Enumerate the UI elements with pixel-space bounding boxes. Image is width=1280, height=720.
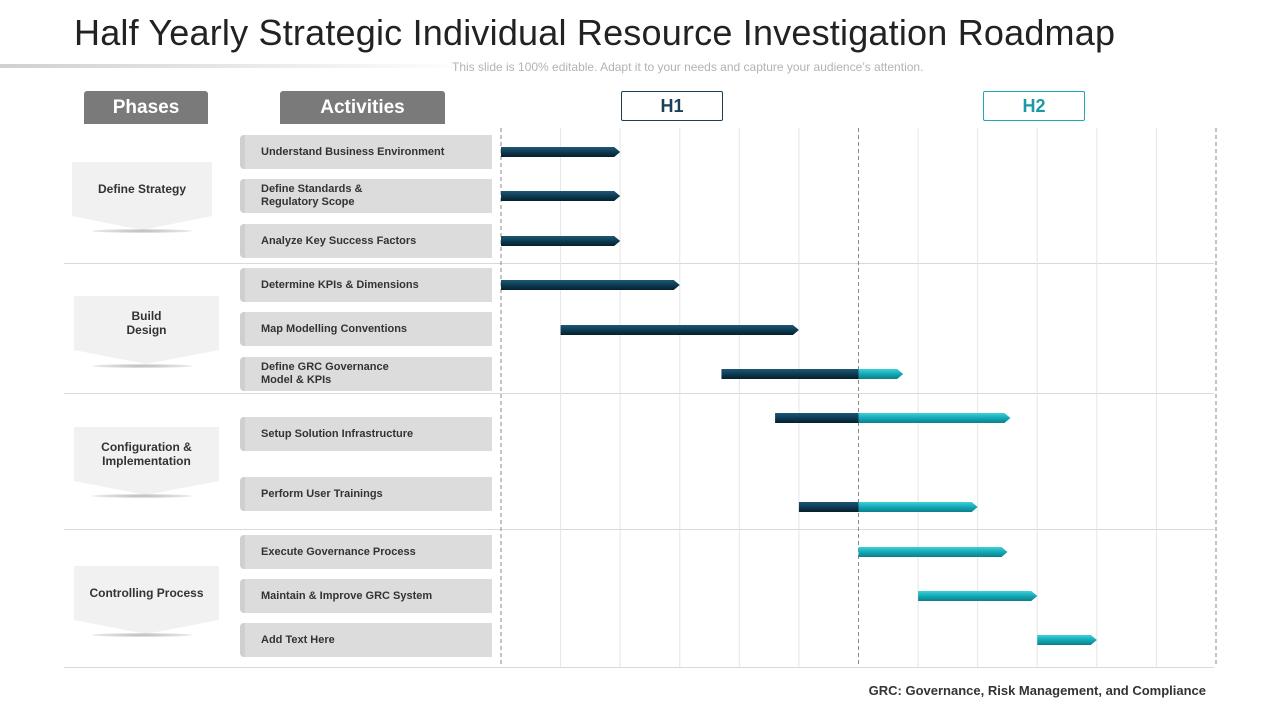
footnote: GRC: Governance, Risk Management, and Co… [868, 683, 1206, 698]
h1-header: H1 [621, 91, 723, 121]
gantt-bar-segment [501, 147, 621, 157]
gantt-bar [775, 413, 1011, 423]
activity-row: Map Modelling Conventions [240, 312, 492, 346]
gantt-bar [501, 147, 621, 157]
gantt-bar [560, 325, 799, 335]
activity-row: Perform User Trainings [240, 477, 492, 511]
activity-row: Execute Governance Process [240, 535, 492, 569]
gantt-bar-segment [918, 591, 1038, 601]
gantt-bar-segment [858, 502, 978, 512]
group-separator [64, 263, 1214, 264]
gantt-bar-segment [798, 502, 859, 512]
gantt-bar-segment [775, 413, 859, 423]
gantt-bar [858, 547, 1008, 557]
phase-shadow [92, 494, 192, 498]
phase-shadow [92, 364, 192, 368]
phase-tip [72, 216, 212, 230]
activity-row: Add Text Here [240, 623, 492, 657]
activity-row: Setup Solution Infrastructure [240, 417, 492, 451]
phase-build-design: Build Design [74, 296, 219, 350]
activity-row: Define Standards & Regulatory Scope [240, 179, 492, 213]
gantt-bar [918, 591, 1038, 601]
gantt-bar-segment [858, 413, 1011, 423]
phases-header: Phases [84, 91, 208, 124]
gantt-bar [1037, 635, 1097, 645]
page-subtitle: This slide is 100% editable. Adapt it to… [452, 60, 924, 74]
gantt-bar-segment [1037, 635, 1097, 645]
gantt-bar [798, 502, 978, 512]
gantt-bar-segment [501, 236, 621, 246]
gantt-bar [501, 280, 680, 290]
page-title: Half Yearly Strategic Individual Resourc… [74, 12, 1116, 53]
activity-row: Maintain & Improve GRC System [240, 579, 492, 613]
phase-tip [74, 620, 219, 634]
phase-define-strategy: Define Strategy [72, 162, 212, 216]
gantt-bar-segment [560, 325, 799, 335]
activities-header: Activities [280, 91, 445, 124]
group-separator [64, 667, 1214, 668]
gantt-bar [501, 191, 621, 201]
group-separator [64, 393, 1214, 394]
gantt-bar-segment [501, 280, 680, 290]
phase-tip [74, 350, 219, 364]
group-separator [64, 529, 1214, 530]
gantt-bar-segment [501, 191, 621, 201]
activity-row: Determine KPIs & Dimensions [240, 268, 492, 302]
activity-row: Analyze Key Success Factors [240, 224, 492, 258]
gantt-bar-segment [721, 369, 859, 379]
activity-row: Define GRC Governance Model & KPIs [240, 357, 492, 391]
gantt-bar [721, 369, 904, 379]
h2-header: H2 [983, 91, 1085, 121]
gantt-bar [501, 236, 621, 246]
title-underline [0, 64, 470, 68]
phase-shadow [92, 633, 192, 637]
phase-controlling-process: Controlling Process [74, 566, 219, 620]
activity-row: Understand Business Environment [240, 135, 492, 169]
phase-tip [74, 481, 219, 495]
gantt-bar-segment [858, 547, 1008, 557]
gantt-bar-segment [858, 369, 904, 379]
phase-shadow [92, 229, 192, 233]
phase-configuration-implementation: Configuration & Implementation [74, 427, 219, 481]
